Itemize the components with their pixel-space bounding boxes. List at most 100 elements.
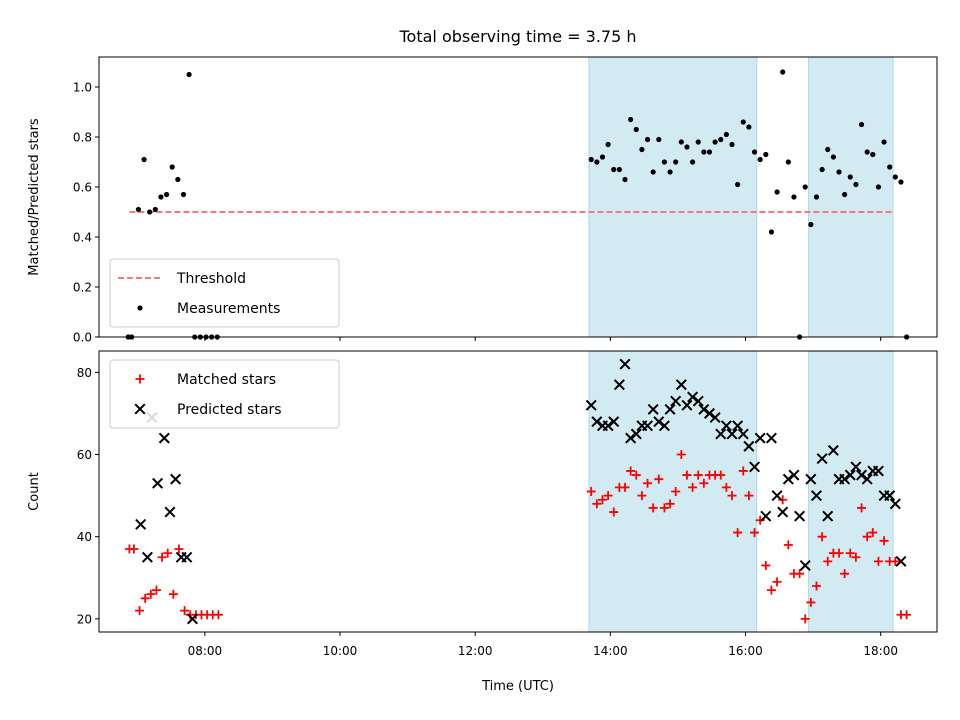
matched-star-point: [682, 470, 692, 480]
matched-star-point: [592, 499, 602, 509]
predicted-star-point: [170, 473, 182, 485]
measurement-point: [633, 126, 639, 133]
predicted-star-point: [152, 477, 164, 489]
matched-star-point: [626, 466, 636, 476]
measurement-point: [842, 191, 848, 198]
predicted-star-point: [619, 358, 631, 370]
matched-star-point: [817, 532, 827, 542]
matched-star-point: [766, 585, 776, 595]
predicted-star-point: [698, 403, 710, 415]
measurement-point: [712, 139, 718, 145]
measurement-point: [701, 149, 707, 155]
measurement-point: [175, 176, 181, 183]
predicted-star-point: [782, 473, 794, 485]
measurement-point: [673, 159, 679, 165]
x-tick-label: 16:00: [728, 644, 763, 658]
measurement-point: [639, 146, 645, 153]
predicted-star-point: [850, 461, 862, 473]
matched-star-point: [671, 487, 681, 496]
measurement-point: [147, 209, 153, 215]
predicted-star-point: [164, 506, 176, 518]
chart-title: Total observing time = 3.75 h: [398, 27, 636, 46]
legend-box: [109, 359, 340, 429]
matched-star-point: [676, 450, 686, 460]
measurement-point: [622, 176, 628, 183]
y-tick-label: 1.0: [73, 81, 92, 95]
measurement-point: [791, 194, 797, 200]
matched-star-point: [597, 495, 607, 505]
legend-marker-swatch: [134, 403, 146, 415]
measurement-point: [887, 164, 893, 170]
measurement-point: [819, 166, 825, 173]
x-tick-label: 10:00: [323, 644, 358, 658]
predicted-star-point: [872, 465, 884, 477]
predicted-star-point: [760, 510, 772, 522]
top-panel-ratio: 0.0 0.2 0.4 0.6 0.8 1.0 Matched/Predicted star…: [27, 56, 938, 345]
x-axis-label: Time (UTC): [481, 679, 554, 694]
legend-label: Matched stars: [177, 372, 276, 388]
measurement-point: [847, 174, 853, 180]
predicted-star-point: [839, 473, 851, 485]
predicted-star-point: [591, 416, 603, 428]
measurement-point: [875, 184, 882, 190]
measurement-point: [678, 139, 684, 145]
measurement-point: [667, 169, 673, 175]
legend: Matched stars Predicted stars: [109, 359, 340, 429]
y-tick-label: 80: [77, 366, 92, 380]
predicted-star-point: [889, 498, 901, 510]
matched-star-point: [727, 491, 737, 501]
axes-frame: [98, 350, 938, 633]
predicted-star-point: [732, 420, 744, 432]
y-tick-label: 0.2: [73, 281, 92, 295]
predicted-star-point: [895, 555, 907, 567]
measurement-point: [588, 156, 594, 163]
predicted-star-point: [743, 440, 755, 452]
matched-star-point: [620, 482, 630, 492]
measurement-point: [661, 159, 668, 165]
matched-star-point: [890, 556, 900, 566]
matched-star-point: [778, 495, 788, 505]
predicted-star-point: [737, 428, 749, 440]
measurement-point: [599, 154, 606, 160]
predicted-star-point: [642, 420, 654, 432]
measurement-point: [135, 206, 142, 213]
predicted-star-point: [749, 461, 761, 473]
matched-star-point: [157, 552, 167, 562]
predicted-star-point: [805, 473, 817, 485]
predicted-star-point: [630, 428, 642, 440]
matched-star-point: [654, 474, 664, 484]
predicted-star-point: [658, 420, 670, 432]
matched-star-point: [665, 499, 675, 509]
predicted-star-point: [135, 518, 147, 530]
measurement-point: [729, 141, 735, 148]
measurement-point: [825, 146, 831, 153]
matched-star-point: [733, 528, 743, 538]
measurement-point: [746, 124, 752, 130]
measurement-point: [689, 159, 696, 165]
matched-star-point: [857, 503, 867, 513]
matched-star-point: [659, 503, 669, 513]
predicted-star-point: [703, 407, 715, 419]
matched-star-point: [823, 556, 833, 566]
measurement-point: [735, 181, 741, 188]
matched-star-point: [795, 569, 805, 579]
measurement-point: [780, 69, 786, 75]
matched-star-point: [840, 569, 850, 579]
measurement-point: [858, 121, 865, 128]
predicted-star-point: [765, 432, 777, 444]
predicted-star-point: [692, 395, 704, 407]
predicted-star-point: [647, 403, 659, 415]
bottom-panel-counts: 20 40 60 80 08:00 10:00 12:00 14:00 16:00 18:00 Co…: [27, 350, 938, 658]
matched-star-point: [879, 536, 889, 546]
matched-star-point: [129, 544, 139, 554]
measurement-point: [802, 184, 808, 190]
predicted-star-point: [158, 432, 170, 444]
measurement-point: [616, 166, 622, 173]
measurement-point: [892, 174, 898, 180]
predicted-star-point: [861, 473, 873, 485]
matched-star-point: [603, 491, 613, 501]
predicted-star-point: [613, 379, 625, 391]
y-axis-label: Matched/Predicted stars: [27, 118, 42, 276]
predicted-star-point: [186, 613, 198, 625]
measurement-point: [830, 154, 836, 160]
